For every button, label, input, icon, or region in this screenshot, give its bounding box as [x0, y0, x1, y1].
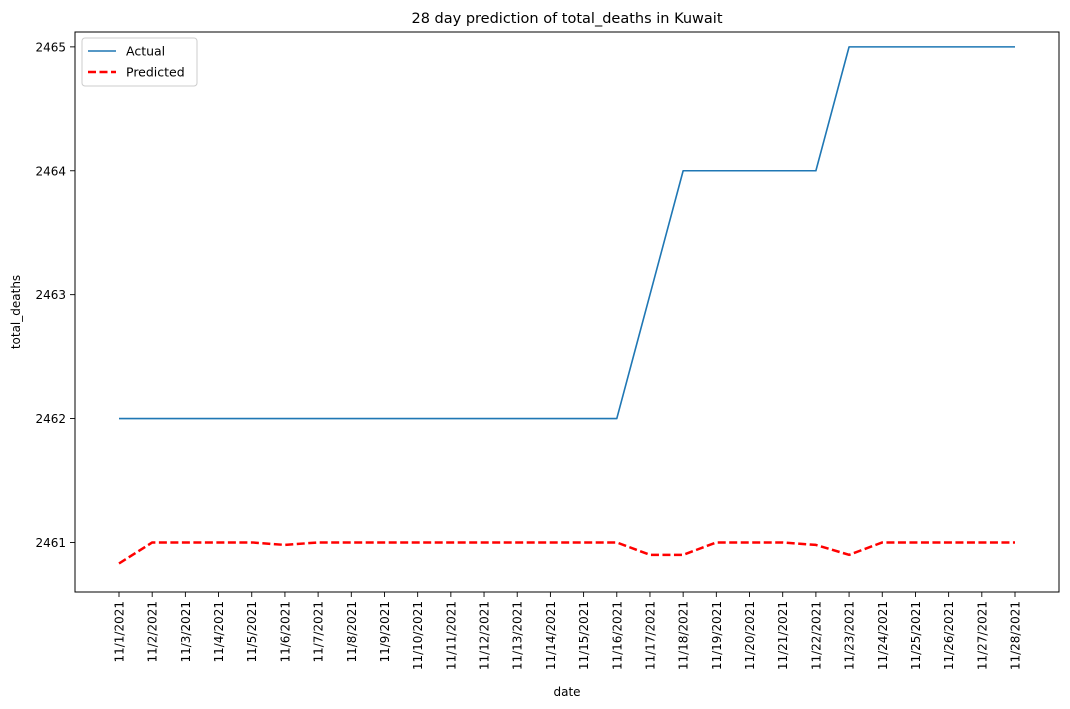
y-tick-label: 2463 — [35, 288, 66, 302]
x-tick-label: 11/5/2021 — [245, 601, 259, 663]
x-tick-label: 11/1/2021 — [113, 601, 127, 663]
x-tick-label: 11/28/2021 — [1009, 601, 1023, 670]
x-tick-label: 11/21/2021 — [776, 601, 790, 670]
y-axis-title: total_deaths — [9, 275, 23, 349]
x-axis-title: date — [553, 685, 580, 699]
legend: Actual Predicted — [81, 37, 198, 87]
x-tick-label: 11/19/2021 — [710, 601, 724, 670]
x-tick-label: 11/6/2021 — [278, 601, 292, 663]
series-line-actual — [119, 46, 1015, 420]
x-tick-label: 11/25/2021 — [909, 601, 923, 670]
plot-area — [118, 46, 1015, 565]
chart-title: 28 day prediction of total_deaths in Kuw… — [412, 11, 723, 27]
x-tick-label: 11/4/2021 — [212, 601, 226, 663]
y-tick-label: 2461 — [35, 536, 66, 550]
x-tick-label: 11/3/2021 — [179, 601, 193, 663]
x-tick-label: 11/24/2021 — [876, 601, 890, 670]
plot-frame — [74, 31, 1060, 593]
series-line-predicted — [118, 541, 1015, 565]
y-tick-label: 2462 — [35, 412, 66, 426]
x-tick-label: 11/23/2021 — [843, 601, 857, 670]
x-axis: 11/1/2021 11/2/2021 11/3/2021 11/4/2021 11/5… — [113, 592, 1023, 670]
x-tick-label: 11/27/2021 — [975, 601, 989, 670]
x-tick-label: 11/22/2021 — [809, 601, 823, 670]
x-tick-label: 11/2/2021 — [146, 601, 160, 663]
x-tick-label: 11/18/2021 — [677, 601, 691, 670]
legend-label-actual: Actual — [126, 44, 165, 59]
x-tick-label: 11/11/2021 — [444, 601, 458, 670]
x-tick-label: 11/20/2021 — [743, 601, 757, 670]
x-tick-label: 11/12/2021 — [478, 601, 492, 670]
legend-label-predicted: Predicted — [126, 65, 185, 80]
legend-box — [81, 37, 198, 87]
x-tick-label: 11/10/2021 — [411, 601, 425, 670]
y-axis: 2461 2462 2463 2464 2465 — [35, 40, 75, 550]
x-tick-label: 11/26/2021 — [942, 601, 956, 670]
x-tick-label: 11/8/2021 — [345, 601, 359, 663]
x-tick-label: 11/14/2021 — [544, 601, 558, 670]
x-tick-label: 11/7/2021 — [312, 601, 326, 663]
x-tick-label: 11/16/2021 — [610, 601, 624, 670]
y-tick-label: 2464 — [35, 164, 66, 178]
x-tick-label: 11/17/2021 — [643, 601, 657, 670]
x-tick-label: 11/15/2021 — [577, 601, 591, 670]
x-tick-label: 11/9/2021 — [378, 601, 392, 663]
x-tick-label: 11/13/2021 — [511, 601, 525, 670]
y-tick-label: 2465 — [35, 40, 66, 54]
